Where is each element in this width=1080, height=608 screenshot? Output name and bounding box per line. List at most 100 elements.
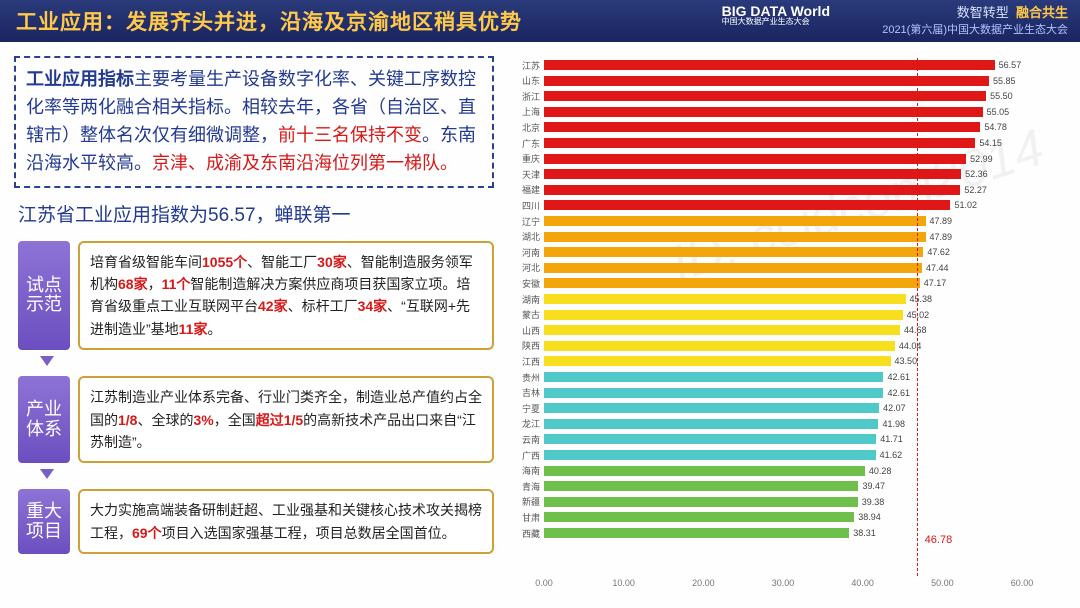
bar-value-label: 47.62	[927, 247, 950, 257]
bar-category-label: 四川	[508, 199, 540, 212]
bar-value-label: 44.04	[899, 341, 922, 351]
left-column: 工业应用指标主要考量生产设备数字化率、关键工序数控化率等两化融合相关指标。相较去…	[14, 56, 494, 600]
bar-row: 云南41.71	[544, 432, 1022, 446]
x-tick-label: 50.00	[931, 578, 954, 588]
subtitle: 江苏省工业应用指数为56.57，蝉联第一	[14, 198, 494, 231]
pill-body: 大力实施高端装备研制赶超、工业强基和关键核心技术攻关揭榜工程，69个项目入选国家…	[78, 489, 494, 554]
bar-row: 蒙古45.02	[544, 308, 1022, 322]
bar	[544, 185, 960, 195]
logo-bottom: 中国大数据产业生态大会	[722, 18, 830, 26]
bar-row: 福建52.27	[544, 183, 1022, 197]
bar-value-label: 40.28	[869, 466, 892, 476]
bar-value-label: 42.61	[887, 372, 910, 382]
bar	[544, 278, 920, 288]
bar	[544, 403, 879, 413]
bar-chart: 江苏56.57山东55.85浙江55.50上海55.05北京54.78广东54.…	[504, 56, 1066, 600]
bar-row: 天津52.36	[544, 167, 1022, 181]
bar-category-label: 陕西	[508, 339, 540, 352]
pill-row: 重大项目大力实施高端装备研制赶超、工业强基和关键核心技术攻关揭榜工程，69个项目…	[18, 489, 494, 554]
bar-value-label: 52.36	[965, 169, 988, 179]
bar-value-label: 43.50	[895, 356, 918, 366]
bar-value-label: 38.94	[858, 512, 881, 522]
bar-row: 浙江55.50	[544, 89, 1022, 103]
bar-category-label: 河南	[508, 246, 540, 259]
bar-value-label: 47.89	[930, 216, 953, 226]
bar-row: 河南47.62	[544, 245, 1022, 259]
x-tick-label: 10.00	[612, 578, 635, 588]
bar-value-label: 45.38	[910, 294, 933, 304]
pill-label: 重大项目	[18, 489, 70, 554]
bar-category-label: 山东	[508, 74, 540, 87]
slide-title: 工业应用：发展齐头并进，沿海及京渝地区稍具优势	[16, 6, 522, 36]
bar-row: 龙江41.98	[544, 417, 1022, 431]
pill-body: 培育省级智能车间1055个、智能工厂30家、智能制造服务领军机构68家，11个智…	[78, 241, 494, 351]
bar	[544, 200, 950, 210]
logo-top: BIG DATA World	[722, 4, 830, 18]
bar	[544, 107, 983, 117]
bar-value-label: 39.38	[862, 497, 885, 507]
pill-row: 产业体系江苏制造业产业体系完备、行业门类齐全，制造业总产值约占全国的1/8、全球…	[18, 376, 494, 463]
bar	[544, 497, 858, 507]
bar-row: 陕西44.04	[544, 339, 1022, 353]
bar	[544, 419, 878, 429]
x-tick-label: 40.00	[851, 578, 874, 588]
bar	[544, 388, 883, 398]
bar-value-label: 54.15	[979, 138, 1002, 148]
bar-category-label: 北京	[508, 121, 540, 134]
bar-value-label: 54.78	[984, 122, 1007, 132]
bar	[544, 294, 906, 304]
bar-value-label: 47.89	[930, 232, 953, 242]
x-axis: 0.0010.0020.0030.0040.0050.0060.00	[544, 578, 1022, 594]
bar-value-label: 38.31	[853, 528, 876, 538]
bar-row: 河北47.44	[544, 261, 1022, 275]
bar	[544, 466, 865, 476]
bar	[544, 169, 961, 179]
bar-row: 山东55.85	[544, 74, 1022, 88]
bar-row: 上海55.05	[544, 105, 1022, 119]
bar-row: 海南40.28	[544, 464, 1022, 478]
bar	[544, 325, 900, 335]
bar	[544, 372, 883, 382]
intro-red1: 前十三名保持不变	[278, 125, 422, 145]
header-tag-1: 数智转型	[957, 5, 1009, 20]
bar-value-label: 39.47	[862, 481, 885, 491]
header-bar: 工业应用：发展齐头并进，沿海及京渝地区稍具优势 BIG DATA World 中…	[0, 0, 1080, 42]
bar-row: 甘肃38.94	[544, 510, 1022, 524]
bar	[544, 122, 980, 132]
right-column: ID: ccidcom2014 江苏56.57山东55.85浙江55.50上海5…	[504, 56, 1066, 600]
bar-row: 北京54.78	[544, 120, 1022, 134]
bar-value-label: 44.68	[904, 325, 927, 335]
bar-value-label: 56.57	[999, 60, 1022, 70]
bar-category-label: 甘肃	[508, 511, 540, 524]
bar	[544, 341, 895, 351]
bar-row: 辽宁47.89	[544, 214, 1022, 228]
bar-category-label: 福建	[508, 183, 540, 196]
bar	[544, 138, 975, 148]
bar-value-label: 52.99	[970, 154, 993, 164]
bar-value-label: 41.71	[880, 434, 903, 444]
bar	[544, 263, 922, 273]
bar	[544, 232, 926, 242]
header-sub: 2021(第六届)中国大数据产业生态大会	[882, 21, 1068, 37]
bar-category-label: 云南	[508, 433, 540, 446]
bar	[544, 434, 876, 444]
bar-category-label: 江苏	[508, 59, 540, 72]
pill-body: 江苏制造业产业体系完备、行业门类齐全，制造业总产值约占全国的1/8、全球的3%，…	[78, 376, 494, 463]
bar-row: 西藏38.31	[544, 526, 1022, 540]
bar	[544, 60, 995, 70]
bar-category-label: 辽宁	[508, 215, 540, 228]
bar	[544, 91, 986, 101]
arrow-down-icon	[40, 469, 54, 483]
bar-value-label: 51.02	[954, 200, 977, 210]
bar-value-label: 41.98	[882, 419, 905, 429]
bar-category-label: 蒙古	[508, 308, 540, 321]
bar-category-label: 山西	[508, 324, 540, 337]
pill-row: 试点示范培育省级智能车间1055个、智能工厂30家、智能制造服务领军机构68家，…	[18, 241, 494, 351]
bar-value-label: 55.05	[987, 107, 1010, 117]
bar-row: 吉林42.61	[544, 386, 1022, 400]
bar-row: 新疆39.38	[544, 495, 1022, 509]
bar-row: 安徽47.17	[544, 276, 1022, 290]
bar-value-label: 42.61	[887, 388, 910, 398]
bar-value-label: 45.02	[907, 310, 930, 320]
bar-row: 湖南45.38	[544, 292, 1022, 306]
